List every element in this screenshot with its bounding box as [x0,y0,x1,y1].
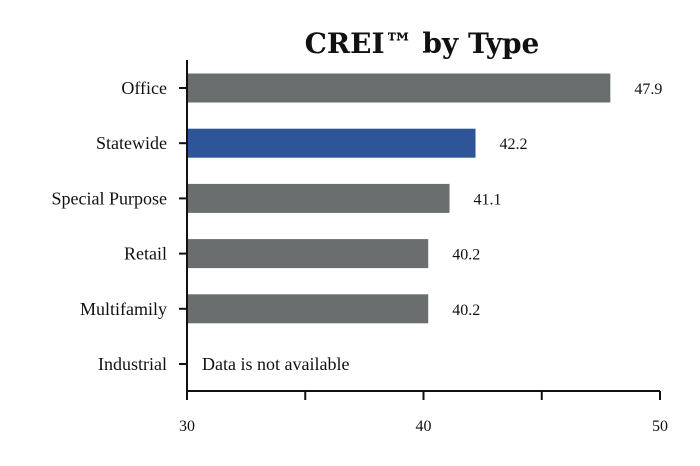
bar-statewide [187,128,476,158]
x-tick-label-50: 50 [652,418,668,435]
category-label-industrial: Industrial [98,354,167,374]
bar-retail [187,239,429,269]
bars-group [187,73,611,324]
category-label-multifamily: Multifamily [80,299,167,319]
bar-office [187,73,611,103]
category-label-statewide: Statewide [96,133,167,153]
category-label-office: Office [121,78,167,98]
value-label-special-purpose: 41.1 [474,191,502,208]
value-label-multifamily: 40.2 [452,302,480,319]
category-label-retail: Retail [124,244,167,264]
value-label-office: 47.9 [634,81,662,98]
chart-title: CREI™ by Type [305,27,540,60]
value-label-retail: 40.2 [452,247,480,264]
x-tick-label-30: 30 [179,418,195,435]
value-label-statewide: 42.2 [500,136,528,153]
bar-special-purpose [187,183,450,213]
category-labels: Office Statewide Special Purpose Retail Mult… [52,78,167,374]
x-tick-label-40: 40 [416,418,432,435]
x-axis: 30 40 50 [179,390,668,435]
y-axis [179,60,188,391]
category-label-special-purpose: Special Purpose [52,188,167,208]
unavailable-note: Data is not available [202,354,349,374]
value-labels: 47.9 42.2 41.1 40.2 40.2 [452,81,662,319]
bar-multifamily [187,294,429,324]
